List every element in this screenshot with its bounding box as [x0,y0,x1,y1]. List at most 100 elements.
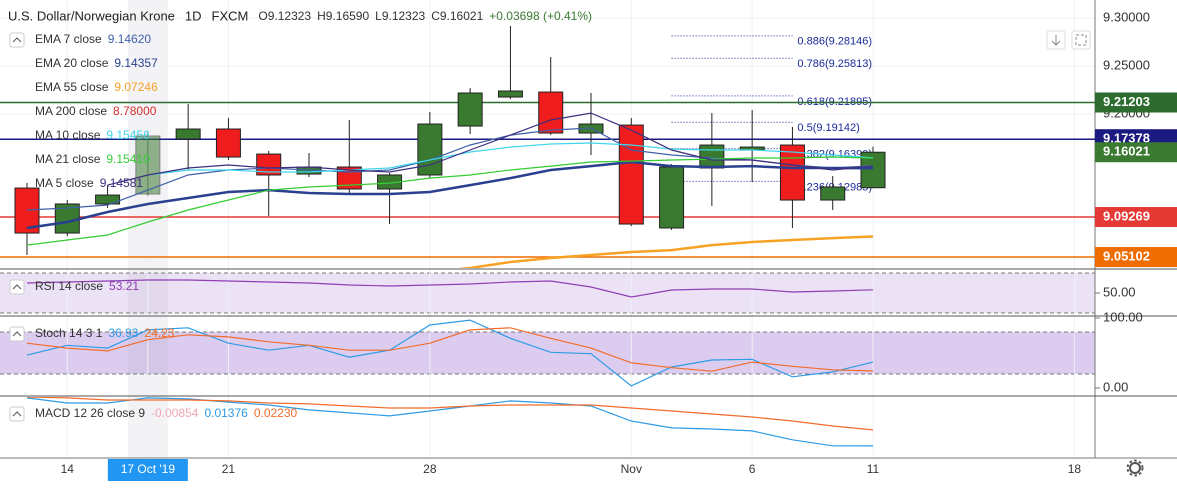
candle-body [497,90,523,98]
indicator-line [26,156,874,246]
indicator-line [26,397,874,431]
indicator-line [26,279,874,298]
legend-value: 8.78000 [113,104,157,118]
candle-body [538,91,564,134]
candle-body [820,186,846,201]
legend-toggle[interactable] [9,279,25,295]
change: +0.03698 (+0.41%) [489,9,592,23]
price-label-bg [1095,92,1177,113]
maximize-icon [1075,34,1087,46]
indicator-line [147,142,874,176]
fib-label: 0.886(9.28146) [797,36,872,48]
x-tick-label: Nov [621,462,642,476]
indicator-line [457,235,874,268]
toggle-icon [12,284,22,290]
candle-body [417,123,443,176]
y-tick-label: 9.25000 [1103,57,1150,72]
legend-toggle[interactable] [9,326,25,342]
x-tick-label: 14 [61,462,75,476]
indicator-value: -0.00854 [151,406,199,420]
x-tick-label: 17 Oct '19 [121,462,176,476]
indicator-line [26,319,874,387]
price-label-bg [1095,142,1177,163]
price-label: 9.09269 [1103,208,1150,223]
candle-body [457,92,483,127]
ohlc-open: O9.12323 [258,9,311,23]
legend-name: MA 21 close [35,152,101,166]
indicator-value: 24.23 [144,326,174,340]
toggle-icon [12,37,22,43]
price-label: 9.17378 [1103,131,1150,146]
legend-toggle[interactable] [9,406,25,422]
price-label-bg [1095,207,1177,228]
legend-name: EMA 55 close [35,80,109,94]
legend-toggle[interactable] [9,32,25,48]
candle-body [135,135,161,195]
crosshair-label-bg [107,459,188,481]
plot-underlay [0,0,1095,458]
interval: 1D [185,8,202,23]
ohlc-close: C9.16021 [431,9,483,23]
candle-body [215,128,241,158]
gear-icon [1129,462,1141,474]
x-tick-label: 11 [867,462,880,476]
indicator-value: 0.01376 [204,406,248,420]
indicator-title: MACD 12 26 close 9 [35,406,145,420]
arrow-icon [1051,35,1061,46]
legend-name: MA 200 close [35,104,107,118]
indicator-title: Stoch 14 3 1 [35,326,103,340]
candle-body [95,194,121,205]
settings-button[interactable] [1126,459,1144,477]
candle-body [336,166,362,190]
indicator-title: RSI 14 close [35,279,103,293]
band [0,331,1095,374]
indicator-line [26,397,874,447]
fib-label: 0.5(9.19142) [797,122,859,134]
indicator-line [26,160,874,230]
legend-value: 9.15410 [106,152,150,166]
symbol-title: U.S. Dollar/Norwegian Krone [8,8,175,23]
legend-name: EMA 7 close [35,32,102,46]
indicator-line [107,112,874,186]
header: U.S. Dollar/Norwegian Krone 1D FXCM O9.1… [8,8,592,23]
ohlc-low: L9.12323 [375,9,425,23]
x-tick-label: 6 [749,462,756,476]
legend-value: 9.15456 [106,128,150,142]
y-tick-label: 0.00 [1103,379,1128,394]
maximize-button[interactable] [1071,30,1091,50]
x-tick-label: 18 [1068,462,1082,476]
indicator-line [26,327,874,372]
legend-name: MA 5 close [35,176,94,190]
legend-value: 9.14581 [100,176,144,190]
source: FXCM [212,8,249,23]
legend-name: EMA 20 close [35,56,109,70]
toggle-icon [12,331,22,337]
indicator-value: 36.93 [108,326,138,340]
x-tick-label: 28 [423,462,437,476]
price-label: 9.21203 [1103,94,1150,109]
indicator-value: 0.02230 [254,406,298,420]
toolbar[interactable] [1046,30,1091,50]
fib-label: 0.786(9.25813) [797,58,872,70]
ohlc-high: H9.16590 [317,9,369,23]
x-tick-label: 21 [222,462,236,476]
y-tick-label: 50.00 [1103,284,1136,299]
legend-value: 9.14620 [108,32,152,46]
legend-value: 9.14357 [114,56,158,70]
y-tick-label: 9.30000 [1103,9,1150,24]
candle-body [175,128,201,140]
price-label: 9.16021 [1103,144,1150,159]
candle-body [256,153,282,176]
candle-body [779,144,805,201]
candle-body [618,124,644,225]
indicator-value: 53.21 [109,279,139,293]
price-label: 9.05102 [1103,248,1150,263]
gear-teeth [1126,459,1144,477]
legend-name: MA 10 close [35,128,101,142]
legend-value: 9.07246 [114,80,158,94]
candle-body [699,144,725,169]
price-label-bg [1095,247,1177,268]
